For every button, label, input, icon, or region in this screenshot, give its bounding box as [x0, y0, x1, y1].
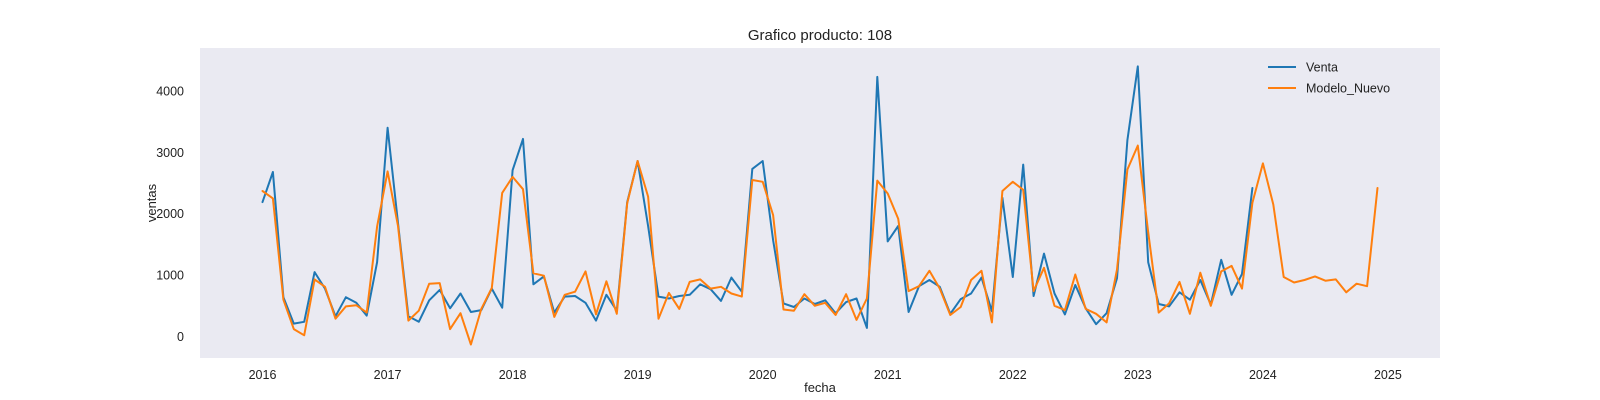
x-tick-label: 2018 [499, 368, 527, 382]
plot-area [200, 48, 1440, 358]
x-tick-label: 2023 [1124, 368, 1152, 382]
y-tick-label: 0 [177, 330, 184, 344]
y-axis-ticks: 0 1000 2000 3000 4000 [156, 84, 184, 344]
x-tick-label: 2017 [374, 368, 402, 382]
chart-title: Grafico producto: 108 [748, 27, 892, 44]
series-line-modelo-nuevo [261, 144, 1379, 346]
x-axis-label: fecha [804, 380, 837, 395]
legend: Venta Modelo_Nuevo [1268, 61, 1390, 96]
series-line-venta [261, 65, 1254, 329]
legend-label: Venta [1306, 61, 1338, 75]
x-tick-label: 2019 [624, 368, 652, 382]
x-axis-ticks: 2016 2017 2018 2019 2020 2021 2022 2023 2024 2025 [249, 368, 1402, 382]
x-tick-label: 2020 [749, 368, 777, 382]
legend-label: Modelo_Nuevo [1306, 82, 1390, 96]
series-layer [261, 65, 1379, 346]
x-tick-label: 2021 [874, 368, 902, 382]
y-tick-label: 1000 [156, 269, 184, 283]
y-tick-label: 3000 [156, 146, 184, 160]
x-tick-label: 2016 [249, 368, 277, 382]
x-tick-label: 2025 [1374, 368, 1402, 382]
x-tick-label: 2024 [1249, 368, 1277, 382]
x-tick-label: 2022 [999, 368, 1027, 382]
y-tick-label: 2000 [156, 207, 184, 221]
y-axis-label: ventas [144, 183, 159, 222]
y-tick-label: 4000 [156, 84, 184, 98]
